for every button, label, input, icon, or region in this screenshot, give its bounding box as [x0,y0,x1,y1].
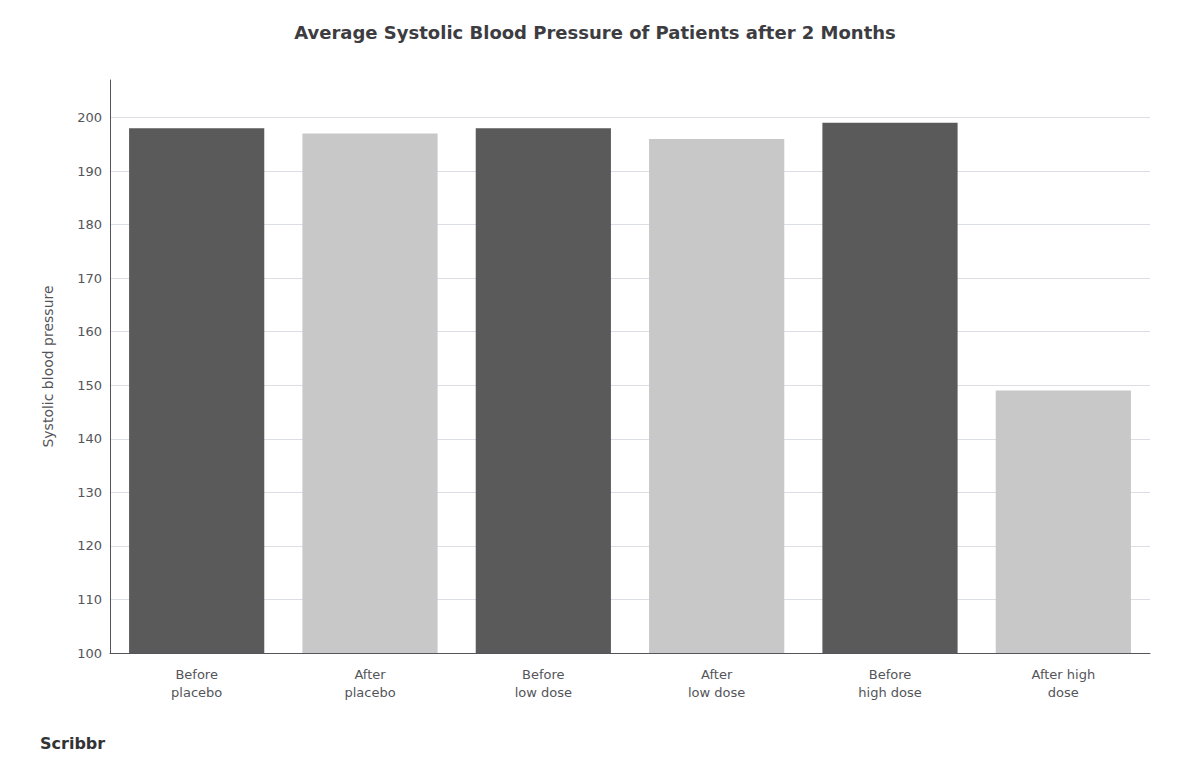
svg-text:200: 200 [77,110,102,125]
svg-text:Before: Before [175,667,218,682]
svg-text:120: 120 [77,538,102,553]
svg-text:150: 150 [77,378,102,393]
svg-text:Before: Before [869,667,912,682]
svg-text:160: 160 [77,324,102,339]
svg-text:low dose: low dose [688,685,745,700]
svg-text:100: 100 [77,646,102,661]
svg-text:high dose: high dose [858,685,921,700]
svg-text:110: 110 [77,592,102,607]
svg-text:After: After [701,667,733,682]
svg-text:140: 140 [77,431,102,446]
svg-text:Scribbr: Scribbr [40,734,105,753]
svg-text:170: 170 [77,271,102,286]
svg-text:low dose: low dose [515,685,572,700]
svg-text:dose: dose [1048,685,1079,700]
svg-text:Average Systolic Blood Pressur: Average Systolic Blood Pressure of Patie… [294,22,896,43]
svg-text:After: After [354,667,386,682]
svg-text:130: 130 [77,485,102,500]
svg-text:Systolic blood pressure: Systolic blood pressure [40,285,56,447]
svg-text:placebo: placebo [171,685,222,700]
svg-text:190: 190 [77,164,102,179]
svg-text:After high: After high [1031,667,1095,682]
svg-text:Before: Before [522,667,565,682]
svg-text:placebo: placebo [344,685,395,700]
svg-text:180: 180 [77,217,102,232]
